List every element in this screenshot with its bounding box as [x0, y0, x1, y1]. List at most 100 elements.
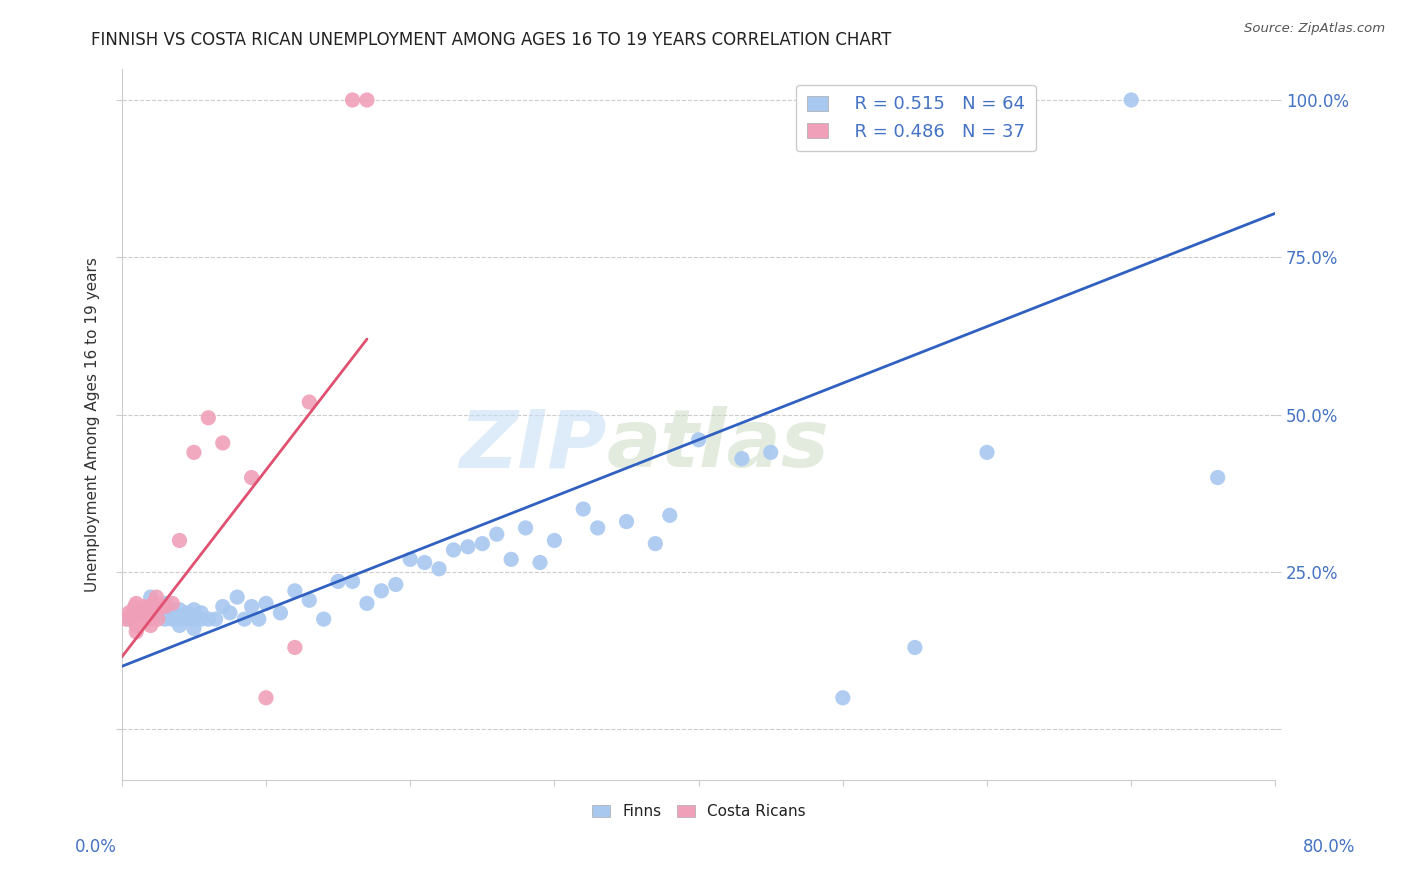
Text: ZIP: ZIP — [458, 407, 606, 484]
Point — [132, 599, 155, 614]
Point — [688, 433, 710, 447]
Point — [122, 603, 145, 617]
Point — [131, 612, 153, 626]
Point — [298, 593, 321, 607]
Text: 80.0%: 80.0% — [1302, 838, 1355, 855]
Point — [427, 562, 450, 576]
Point — [326, 574, 349, 589]
Point — [616, 515, 638, 529]
Point — [1121, 93, 1143, 107]
Point — [183, 603, 205, 617]
Point — [132, 606, 155, 620]
Point — [146, 599, 169, 614]
Point — [226, 590, 249, 604]
Point — [136, 603, 159, 617]
Point — [976, 445, 998, 459]
Point — [204, 612, 226, 626]
Point — [176, 612, 198, 626]
Text: FINNISH VS COSTA RICAN UNEMPLOYMENT AMONG AGES 16 TO 19 YEARS CORRELATION CHART: FINNISH VS COSTA RICAN UNEMPLOYMENT AMON… — [91, 31, 891, 49]
Point — [190, 606, 212, 620]
Point — [298, 395, 321, 409]
Text: Source: ZipAtlas.com: Source: ZipAtlas.com — [1244, 22, 1385, 36]
Point — [370, 583, 392, 598]
Point — [118, 606, 141, 620]
Point — [219, 606, 242, 620]
Point — [142, 596, 165, 610]
Point — [457, 540, 479, 554]
Point — [312, 612, 335, 626]
Point — [124, 599, 146, 614]
Point — [149, 599, 172, 614]
Y-axis label: Unemployment Among Ages 16 to 19 years: Unemployment Among Ages 16 to 19 years — [86, 257, 100, 591]
Point — [125, 624, 148, 639]
Text: atlas: atlas — [606, 407, 830, 484]
Point — [125, 606, 148, 620]
Point — [139, 612, 162, 626]
Point — [385, 577, 408, 591]
Point — [153, 612, 176, 626]
Point — [125, 612, 148, 626]
Point — [162, 612, 184, 626]
Point — [399, 552, 422, 566]
Point — [443, 543, 465, 558]
Point — [139, 590, 162, 604]
Point — [132, 603, 155, 617]
Point — [904, 640, 927, 655]
Point — [139, 599, 162, 614]
Point — [125, 618, 148, 632]
Point — [269, 606, 291, 620]
Point — [169, 612, 191, 626]
Point — [153, 606, 176, 620]
Point — [139, 618, 162, 632]
Point — [211, 436, 233, 450]
Point — [233, 612, 256, 626]
Point — [543, 533, 565, 548]
Point — [145, 590, 167, 604]
Point — [115, 612, 138, 626]
Point — [240, 599, 263, 614]
Point — [254, 690, 277, 705]
Point — [169, 618, 191, 632]
Point — [658, 508, 681, 523]
Point — [146, 606, 169, 620]
Point — [529, 556, 551, 570]
Point — [731, 451, 754, 466]
Point — [501, 552, 523, 566]
Point — [183, 445, 205, 459]
Point — [153, 596, 176, 610]
Point — [176, 606, 198, 620]
Point — [169, 533, 191, 548]
Point — [284, 640, 307, 655]
Point — [586, 521, 609, 535]
Point — [342, 93, 364, 107]
Point — [413, 556, 436, 570]
Point — [125, 606, 148, 620]
Point — [153, 599, 176, 614]
Point — [146, 612, 169, 626]
Point — [515, 521, 537, 535]
Point — [134, 612, 156, 626]
Point — [240, 470, 263, 484]
Point — [759, 445, 782, 459]
Legend: Finns, Costa Ricans: Finns, Costa Ricans — [585, 798, 811, 825]
Point — [197, 410, 219, 425]
Point — [162, 596, 184, 610]
Point — [471, 536, 494, 550]
Point — [356, 596, 378, 610]
Point — [644, 536, 666, 550]
Point — [183, 612, 205, 626]
Point — [572, 502, 595, 516]
Point — [356, 93, 378, 107]
Point — [118, 612, 141, 626]
Point — [485, 527, 508, 541]
Point — [121, 609, 143, 624]
Point — [1206, 470, 1229, 484]
Point — [183, 622, 205, 636]
Point — [284, 583, 307, 598]
Point — [247, 612, 270, 626]
Point — [135, 606, 157, 620]
Point — [254, 596, 277, 610]
Point — [162, 603, 184, 617]
Point — [138, 599, 160, 614]
Point — [129, 606, 152, 620]
